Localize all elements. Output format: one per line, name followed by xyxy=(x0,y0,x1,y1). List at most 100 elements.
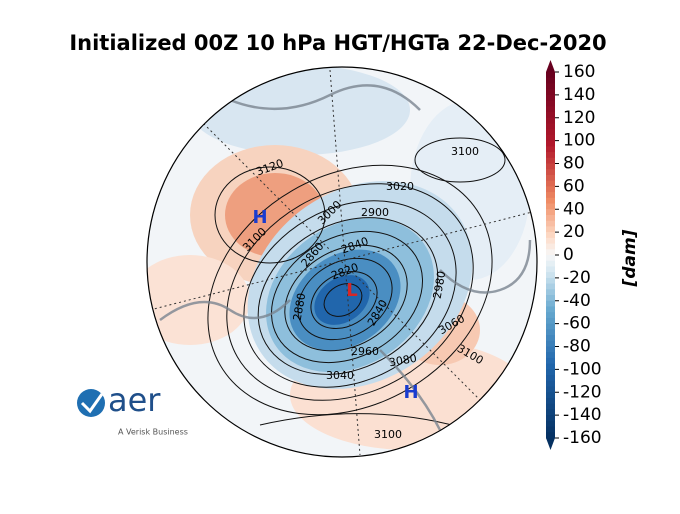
contour-label: 3020 xyxy=(386,180,414,193)
colorbar-cell xyxy=(546,112,555,119)
colorbar-cell xyxy=(546,243,555,250)
pressure-center: L xyxy=(346,280,357,301)
colorbar-cell xyxy=(546,415,555,422)
colorbar-cell xyxy=(546,340,555,347)
colorbar-tick-label: -80 xyxy=(563,337,591,357)
colorbar-cell xyxy=(546,94,555,102)
contour-label: 2960 xyxy=(351,345,379,358)
logo-tagline: A Verisk Business xyxy=(118,428,188,437)
colorbar-cell xyxy=(546,300,555,307)
colorbar-cell xyxy=(546,363,555,370)
colorbar-tick-label: -40 xyxy=(563,291,591,311)
colorbar-cell xyxy=(546,335,555,342)
colorbar-tick-label: -140 xyxy=(563,405,602,425)
colorbar-cell xyxy=(546,232,555,239)
pressure-center: H xyxy=(403,382,418,403)
colorbar-cell xyxy=(546,397,555,405)
colorbar-extend xyxy=(546,60,555,72)
colorbar-tick-label: -100 xyxy=(563,359,602,379)
colorbar-cell xyxy=(546,409,555,416)
colorbar-tick-label: 120 xyxy=(563,108,595,128)
logo-brand: aer xyxy=(108,381,161,419)
colorbar-cell xyxy=(546,209,555,216)
colorbar-cell xyxy=(546,317,555,325)
colorbar-tick-label: 140 xyxy=(563,85,595,105)
colorbar-cell xyxy=(546,106,555,113)
colorbar-cell xyxy=(546,140,555,147)
colorbar-extend xyxy=(546,438,555,450)
colorbar-tick-label: 80 xyxy=(563,154,585,174)
colorbar-cell xyxy=(546,169,555,176)
colorbar-tick-label: 60 xyxy=(563,176,585,196)
logo: aer A Verisk Business xyxy=(77,381,188,437)
colorbar-tick-label: 100 xyxy=(563,131,595,151)
contour-label: 2900 xyxy=(361,206,389,219)
colorbar-cell xyxy=(546,266,555,273)
contour-label: 3080 xyxy=(388,352,418,370)
contour-label: 2880 xyxy=(291,292,309,322)
colorbar-cell xyxy=(546,277,555,285)
colorbar-cell xyxy=(546,249,555,256)
colorbar-cell xyxy=(546,117,555,124)
contour-label: 3100 xyxy=(374,428,402,441)
colorbar-cell xyxy=(546,352,555,359)
colorbar-cell xyxy=(546,420,555,428)
colorbar-cell xyxy=(546,89,555,96)
colorbar-cell xyxy=(546,186,555,193)
colorbar-cell xyxy=(546,134,555,142)
colorbar-cell xyxy=(546,77,555,84)
colorbar-cell xyxy=(546,226,555,233)
colorbar-cell xyxy=(546,375,555,382)
map xyxy=(147,67,537,457)
colorbar-tick-label: 0 xyxy=(563,245,574,265)
colorbar-cell xyxy=(546,346,555,353)
colorbar-cell xyxy=(546,323,555,330)
colorbar-tick-label: -120 xyxy=(563,382,602,402)
contour-label: 3100 xyxy=(451,145,479,158)
colorbar-cell xyxy=(546,295,555,302)
colorbar-cell xyxy=(546,357,555,365)
contour-label: 2980 xyxy=(431,270,449,300)
colorbar-cell xyxy=(546,289,555,296)
colorbar-cell xyxy=(546,272,555,279)
colorbar-cell xyxy=(546,329,555,336)
colorbar-cell xyxy=(546,237,555,245)
colorbar-cell xyxy=(546,426,555,433)
colorbar-cell xyxy=(546,129,555,136)
colorbar-cell xyxy=(546,255,555,262)
pressure-center: H xyxy=(252,207,267,228)
colorbar-cell xyxy=(546,157,555,164)
title: Initialized 00Z 10 hPa HGT/HGTa 22-Dec-2… xyxy=(69,31,606,55)
colorbar-cell xyxy=(546,283,555,290)
colorbar-tick-label: -160 xyxy=(563,428,602,448)
colorbar-cell xyxy=(546,123,555,130)
colorbar-cell xyxy=(546,214,555,222)
colorbar-cell xyxy=(546,306,555,313)
colorbar-cell xyxy=(546,260,555,267)
colorbar-tick-label: -20 xyxy=(563,268,591,288)
contour-label: 3040 xyxy=(326,369,354,382)
colorbar-cell xyxy=(546,403,555,410)
map-border xyxy=(146,66,538,458)
colorbar-cell xyxy=(546,392,555,399)
colorbar-label: [dam] xyxy=(620,229,640,287)
colorbar-cell xyxy=(546,192,555,199)
colorbar-cell xyxy=(546,369,555,376)
colorbar-cell xyxy=(546,72,555,79)
colorbar-tick-label: 20 xyxy=(563,222,585,242)
colorbar-cell xyxy=(546,152,555,159)
colorbar-cell xyxy=(546,220,555,227)
colorbar-cell xyxy=(546,432,555,439)
colorbar-cell xyxy=(546,83,555,90)
colorbar-cell xyxy=(546,380,555,388)
colorbar-cell xyxy=(546,312,555,319)
colorbar-cell xyxy=(546,197,555,205)
colorbar-cell xyxy=(546,174,555,182)
colorbar-tick-label: -60 xyxy=(563,314,591,334)
colorbar-cell xyxy=(546,163,555,170)
colorbar-cell xyxy=(546,146,555,153)
colorbar-tick-label: 160 xyxy=(563,62,595,82)
colorbar-cell xyxy=(546,386,555,393)
colorbar-tick-label: 40 xyxy=(563,199,585,219)
